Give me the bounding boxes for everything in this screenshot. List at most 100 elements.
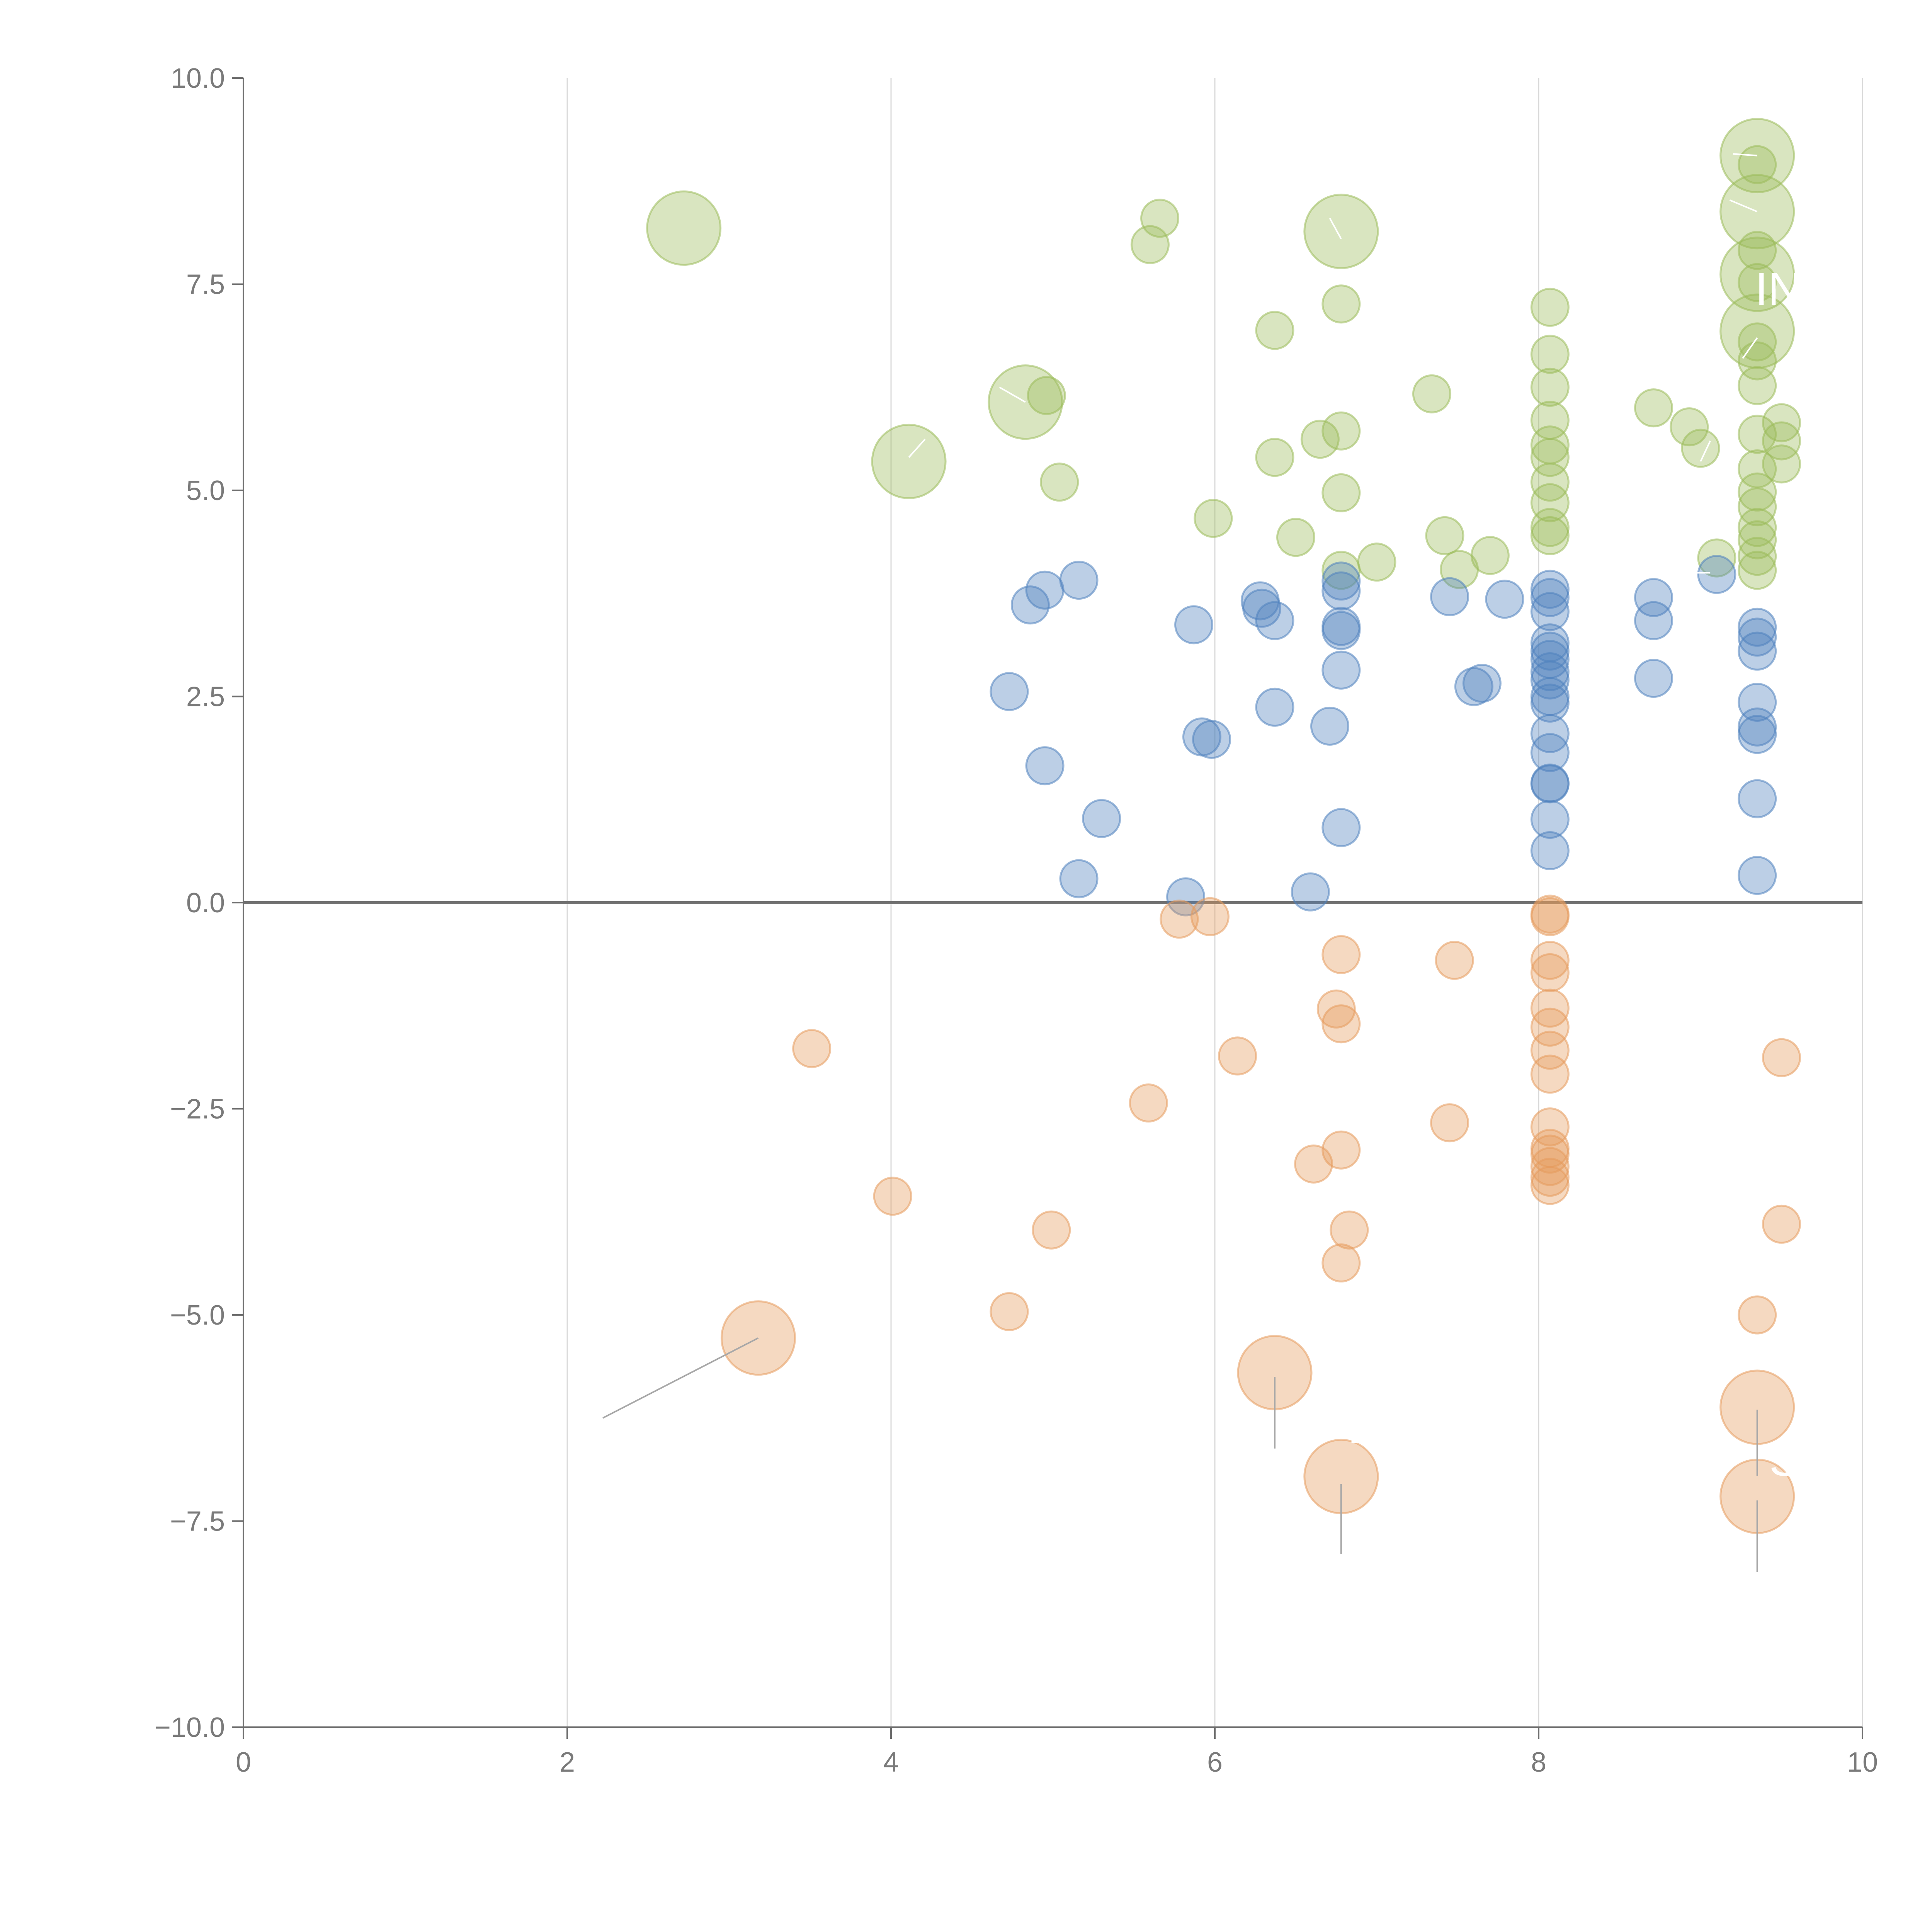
bubble-mid (1059, 561, 1099, 600)
bubble-low (1530, 1134, 1570, 1174)
bubble-mid (1082, 799, 1121, 838)
x-tick-label: 0 (236, 1747, 251, 1778)
bubble-low (1321, 1130, 1361, 1170)
bubble-high (1412, 374, 1451, 413)
x-tick-label: 4 (883, 1747, 899, 1778)
bubble-mid (1025, 570, 1065, 610)
bubble-low (1032, 1210, 1071, 1250)
bubble-mid (1321, 611, 1361, 650)
bubble-mid (1174, 605, 1214, 645)
y-tick-label: −10.0 (155, 1712, 225, 1743)
bubble-mid (1321, 571, 1361, 611)
bubble-low (1129, 1083, 1168, 1123)
bubble-high (871, 423, 947, 499)
bubble-low (1218, 1036, 1257, 1076)
bubble-low (873, 1177, 912, 1216)
bubble-high (1357, 543, 1396, 582)
bubble-high (1140, 199, 1180, 238)
bubble-high (1738, 537, 1777, 576)
bubble-high (1321, 284, 1361, 324)
bubble-mid (1025, 746, 1065, 786)
bubble-high (1697, 538, 1736, 578)
bubble-mid (1530, 764, 1570, 804)
bubble-mid (1530, 799, 1570, 839)
bubble-mid (1530, 570, 1570, 609)
bubble-mid (1634, 601, 1673, 640)
bubble-mid (1697, 555, 1736, 594)
bubble-low (1435, 940, 1474, 980)
bubble-low (1530, 1007, 1570, 1047)
bubble-mid (1634, 578, 1673, 617)
bubbles (646, 118, 1801, 1534)
bubble-mid (1530, 592, 1570, 631)
leader-line (908, 439, 926, 458)
leader-line (999, 386, 1026, 403)
bubble-high (1634, 388, 1673, 428)
bubble-low (792, 1029, 832, 1068)
leader-line (1729, 199, 1758, 213)
bubble-low (1530, 953, 1570, 992)
bubble-high (1530, 508, 1570, 547)
bubble-high (1425, 516, 1464, 555)
bubble-mid (1530, 660, 1570, 700)
bubble-high (1738, 551, 1777, 590)
bubble-low (1530, 1158, 1570, 1197)
y-tick-label: 5.0 (186, 475, 225, 506)
bubble-high (1130, 225, 1170, 264)
y-tick-label: −5.0 (170, 1300, 225, 1331)
annotations: IN L S (1348, 263, 1801, 1486)
bubble-low (1430, 1103, 1469, 1143)
bubble-high (1738, 520, 1777, 560)
bubble-low (1762, 1038, 1801, 1077)
bubble-mid (1485, 580, 1524, 619)
series-high (646, 118, 1801, 590)
bubble-low (1321, 935, 1361, 974)
bubble-low (1160, 900, 1199, 939)
bubble-low (1190, 897, 1230, 936)
bubble-low (1321, 1243, 1361, 1283)
leader-line (602, 1337, 759, 1419)
bubble-mid (1738, 631, 1777, 671)
bubble-mid (1738, 856, 1777, 895)
leader-line (1742, 337, 1758, 359)
bubble-low (1530, 897, 1570, 936)
bubble-mid (990, 672, 1029, 711)
bubble-mid (1530, 733, 1570, 772)
bubble-mid (1462, 663, 1502, 703)
bubble-high (1738, 263, 1777, 302)
y-tick-label: −2.5 (170, 1094, 225, 1125)
leader-line (1700, 440, 1711, 462)
bubble-mid (1530, 831, 1570, 871)
bubble-high (1255, 311, 1294, 350)
bubble-mid (1255, 601, 1294, 640)
bubble-high (1027, 376, 1066, 415)
bubble-high (1303, 194, 1379, 269)
bubble-label: L (1348, 1401, 1374, 1453)
bubble-mid (1321, 561, 1361, 601)
bubble-low (1530, 1054, 1570, 1094)
y-tick-label: 0.0 (186, 888, 225, 918)
bubble-high (1670, 407, 1709, 447)
bubble-high (1738, 231, 1777, 270)
bubble-high (1738, 508, 1777, 547)
bubble-low (1762, 1204, 1801, 1244)
y-tick-label: 7.5 (186, 269, 225, 300)
bubble-high (1040, 463, 1079, 502)
bubble-high (1762, 421, 1801, 461)
x-tick-label: 8 (1531, 1747, 1546, 1778)
bubble-mid (1321, 808, 1361, 847)
bubble-low (1321, 1004, 1361, 1044)
bubble-low (1530, 940, 1570, 980)
bubble-mid (1010, 585, 1050, 625)
y-tick-label: −7.5 (170, 1506, 225, 1537)
bubble-high (1738, 487, 1777, 527)
x-tick-label: 10 (1847, 1747, 1878, 1778)
bubble-high (1738, 472, 1777, 512)
bubble-mid (1738, 607, 1777, 647)
leader-lines (602, 153, 1758, 1572)
bubble-high (1300, 420, 1340, 459)
bubble-mid (1738, 715, 1777, 754)
leader-line (1733, 153, 1757, 156)
